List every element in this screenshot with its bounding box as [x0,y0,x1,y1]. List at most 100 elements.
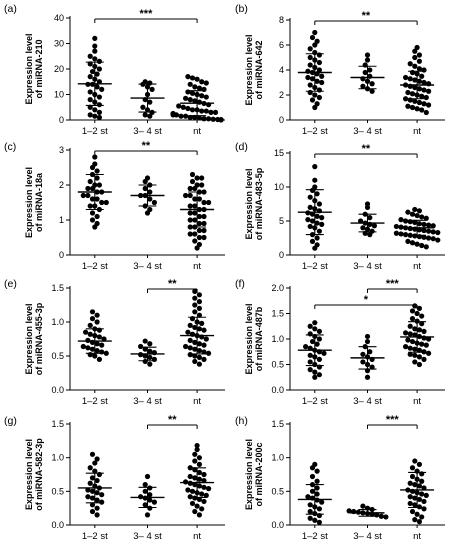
data-point [92,113,98,119]
data-point [409,508,416,515]
x-tick-label: 3– 4 st [133,126,162,137]
y-tick-label: 30 [54,39,64,49]
x-tick-label: 1–2 st [302,126,328,137]
data-point [421,67,427,73]
data-point [314,101,320,107]
data-point [369,364,375,370]
data-point [89,68,96,75]
data-point [319,215,325,221]
data-point [85,192,91,199]
data-point [362,69,368,76]
data-point [138,343,144,350]
data-point [312,461,318,467]
data-point [203,80,209,86]
data-point [307,89,313,96]
data-point [378,513,384,519]
data-point [192,339,198,345]
data-point [192,482,198,488]
x-tick-label: 1–2 st [82,531,108,542]
data-point [403,232,409,238]
data-point [409,91,416,97]
y-tick-label: 3 [59,145,64,155]
x-tick-label: nt [193,126,201,137]
data-point [423,215,429,221]
y-axis-title-line: Expression level [24,303,34,374]
x-tick-label: 1–2 st [302,396,328,407]
data-point [316,94,322,101]
data-point [196,476,202,482]
y-axis-title: Expression levelof miRNA-487b [244,303,264,374]
data-point [412,482,418,488]
data-point [316,356,322,362]
data-point [423,244,429,250]
panel-5: (e) Expression levelof miRNA-455-3p 0.0 0.5… [4,278,225,407]
data-point [412,77,418,83]
x-tick-label: 1–2 st [82,261,108,272]
y-tick-label: 2 [59,180,64,190]
data-point [151,499,157,505]
data-point [364,201,371,207]
data-point [426,222,432,228]
y-tick-label: 2 [279,90,284,100]
data-point [199,175,205,181]
data-point [92,161,98,167]
data-point [192,196,198,202]
data-point [409,465,416,471]
data-point [421,498,427,505]
data-point [187,337,193,343]
y-axis-title-line: Expression level [244,34,254,105]
data-point [89,488,96,494]
significance-label: ** [142,140,151,152]
data-point [364,338,371,345]
data-point [201,356,207,362]
data-point [192,358,198,365]
significance-label: *** [386,414,400,426]
data-point [412,54,418,61]
y-tick-label: 0.0 [271,385,284,395]
data-point [430,223,436,229]
data-point [199,93,205,99]
data-point [405,209,411,215]
data-point [314,78,320,84]
data-point [414,241,420,247]
x-tick-label: 3– 4 st [133,531,162,542]
data-point [412,219,418,225]
y-axis-title-line: Expression level [24,167,34,238]
data-point [416,52,422,58]
x-tick-label: 1–2 st [82,126,108,137]
data-point [192,302,198,308]
data-point [201,477,207,484]
data-point [407,331,413,337]
data-point [183,113,189,119]
data-point [407,76,413,82]
y-axis-title-line: of miRNA-210 [34,39,44,98]
data-point [430,236,436,242]
data-point [196,213,202,220]
data-point [393,230,399,236]
data-point [94,71,100,77]
data-point [409,308,416,314]
data-point [203,94,209,100]
data-point [196,220,202,227]
x-tick-label: nt [413,261,421,272]
data-point [187,345,193,351]
data-point [142,502,148,508]
data-point [314,220,320,226]
data-point [426,336,432,342]
data-point [421,485,427,491]
data-point [187,352,193,358]
data-point [96,66,102,72]
panel-7: (g) Expression levelof miRNA-582-3p 0.0 0.5… [4,414,225,542]
y-tick-label: 0.5 [271,486,284,496]
data-point [312,374,318,380]
panel-label: (c) [4,141,16,153]
data-point [307,223,313,230]
data-point [307,345,313,351]
data-point [314,38,320,44]
data-point [414,310,420,317]
x-tick-label: 3– 4 st [133,396,162,407]
data-point [199,491,205,497]
data-point [94,505,100,511]
panel-6: (f) Expression levelof miRNA-487b 0.0 0.5 1.… [235,278,445,407]
x-tick-label: nt [193,531,201,542]
